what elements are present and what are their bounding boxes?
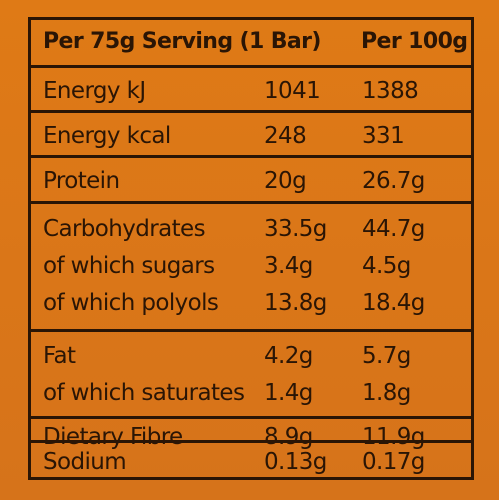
row-sublabel: of which polyols [43, 290, 219, 316]
row-label: Dietary Fibre [43, 424, 183, 450]
row-per100-value: 44.7g [362, 216, 425, 242]
row-sublabel: of which sugars [43, 253, 215, 279]
row-serving-value: 8.9g [264, 424, 313, 450]
table-row: Energy kJ 1041 1388 [31, 65, 471, 110]
row-serving-value: 20g [264, 168, 307, 194]
header-per-100g: Per 100g [361, 29, 468, 54]
row-per100-value: 0.17g [362, 449, 425, 475]
row-label: Energy kcal [43, 123, 171, 149]
row-per100-value: 11.9g [362, 424, 425, 450]
row-per100-value: 331 [362, 123, 405, 149]
row-serving-value: 33.5g [264, 216, 327, 242]
row-per100-value: 1.8g [362, 380, 411, 406]
table-row: Fat 4.2g 5.7g of which saturates 1.4g 1.… [31, 329, 471, 416]
row-per100-value: 18.4g [362, 290, 425, 316]
row-serving-value: 0.13g [264, 449, 327, 475]
table-row: Dietary Fibre 8.9g 11.9g [31, 416, 471, 454]
row-label: Energy kJ [43, 78, 146, 104]
row-per100-value: 5.7g [362, 343, 411, 369]
row-per100-value: 4.5g [362, 253, 411, 279]
row-label: Sodium [43, 449, 127, 475]
row-serving-value: 4.2g [264, 343, 313, 369]
row-sublabel: of which saturates [43, 380, 245, 406]
row-label: Protein [43, 168, 120, 194]
row-per100-value: 1388 [362, 78, 419, 104]
row-serving-value: 248 [264, 123, 307, 149]
table-row: Energy kcal 248 331 [31, 110, 471, 155]
table-row: Carbohydrates 33.5g 44.7g of which sugar… [31, 201, 471, 329]
table-row: Protein 20g 26.7g [31, 155, 471, 201]
row-label: Carbohydrates [43, 216, 206, 242]
header-serving-label: Per 75g Serving (1 Bar) [43, 29, 321, 54]
row-serving-value: 1.4g [264, 380, 313, 406]
row-serving-value: 1041 [264, 78, 321, 104]
row-per100-value: 26.7g [362, 168, 425, 194]
table-header-row: Per 75g Serving (1 Bar) Per 100g [31, 20, 471, 65]
row-label: Fat [43, 343, 76, 369]
row-serving-value: 13.8g [264, 290, 327, 316]
table-row: Sodium 0.13g 0.17g [31, 440, 471, 480]
row-serving-value: 3.4g [264, 253, 313, 279]
nutrition-table: Per 75g Serving (1 Bar) Per 100g Energy … [28, 17, 474, 480]
